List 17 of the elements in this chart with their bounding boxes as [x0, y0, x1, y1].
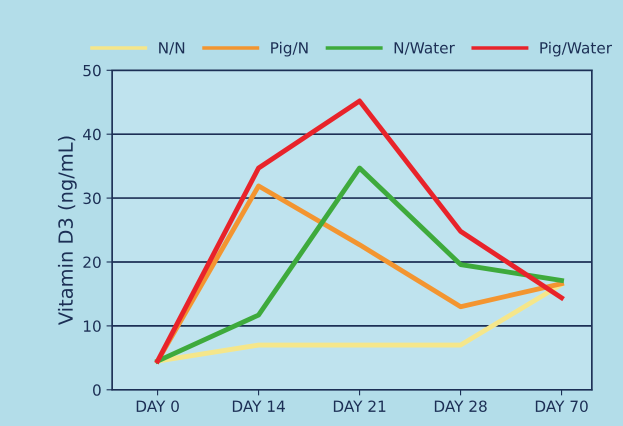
x-tick-label: DAY 0 [136, 400, 179, 412]
x-tick-label: DAY 14 [232, 400, 285, 412]
line-series [155, 98, 564, 364]
y-tick-label: 0 [93, 384, 101, 396]
y-tick-label: 10 [84, 320, 101, 332]
x-tick-label: DAY 70 [536, 400, 588, 412]
legend-label: N/N [159, 42, 184, 55]
legend-label: Pig/Water [540, 42, 612, 57]
y-tick-label: 30 [83, 192, 101, 204]
x-tick-label: DAY 21 [334, 400, 386, 412]
legend-label: N/Water [394, 42, 455, 55]
x-tick-label: DAY 28 [434, 400, 487, 412]
legend-label: Pig/N [271, 42, 308, 57]
y-tick-label: 20 [83, 256, 101, 268]
y-tick-label: 50 [83, 64, 101, 76]
y-axis-title: Vitamin D3 (ng/mL) [58, 136, 77, 326]
y-tick-label: 40 [83, 128, 101, 140]
